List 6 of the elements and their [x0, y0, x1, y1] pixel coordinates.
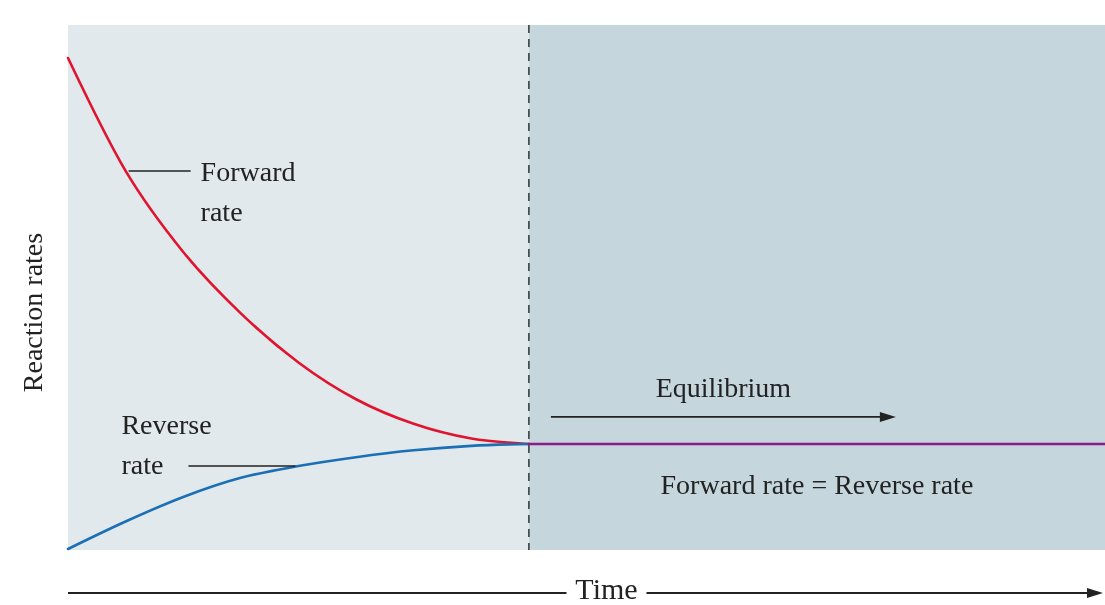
series-label: Forward rate: [200, 155, 296, 227]
y-axis-title: Reaction rates: [17, 232, 48, 393]
series-label: Reverse rate: [121, 409, 212, 481]
annotation: Equilibrium: [655, 371, 792, 403]
series-label: Forward rate = Reverse rate: [660, 468, 974, 500]
x-axis-title: Time: [575, 572, 638, 605]
